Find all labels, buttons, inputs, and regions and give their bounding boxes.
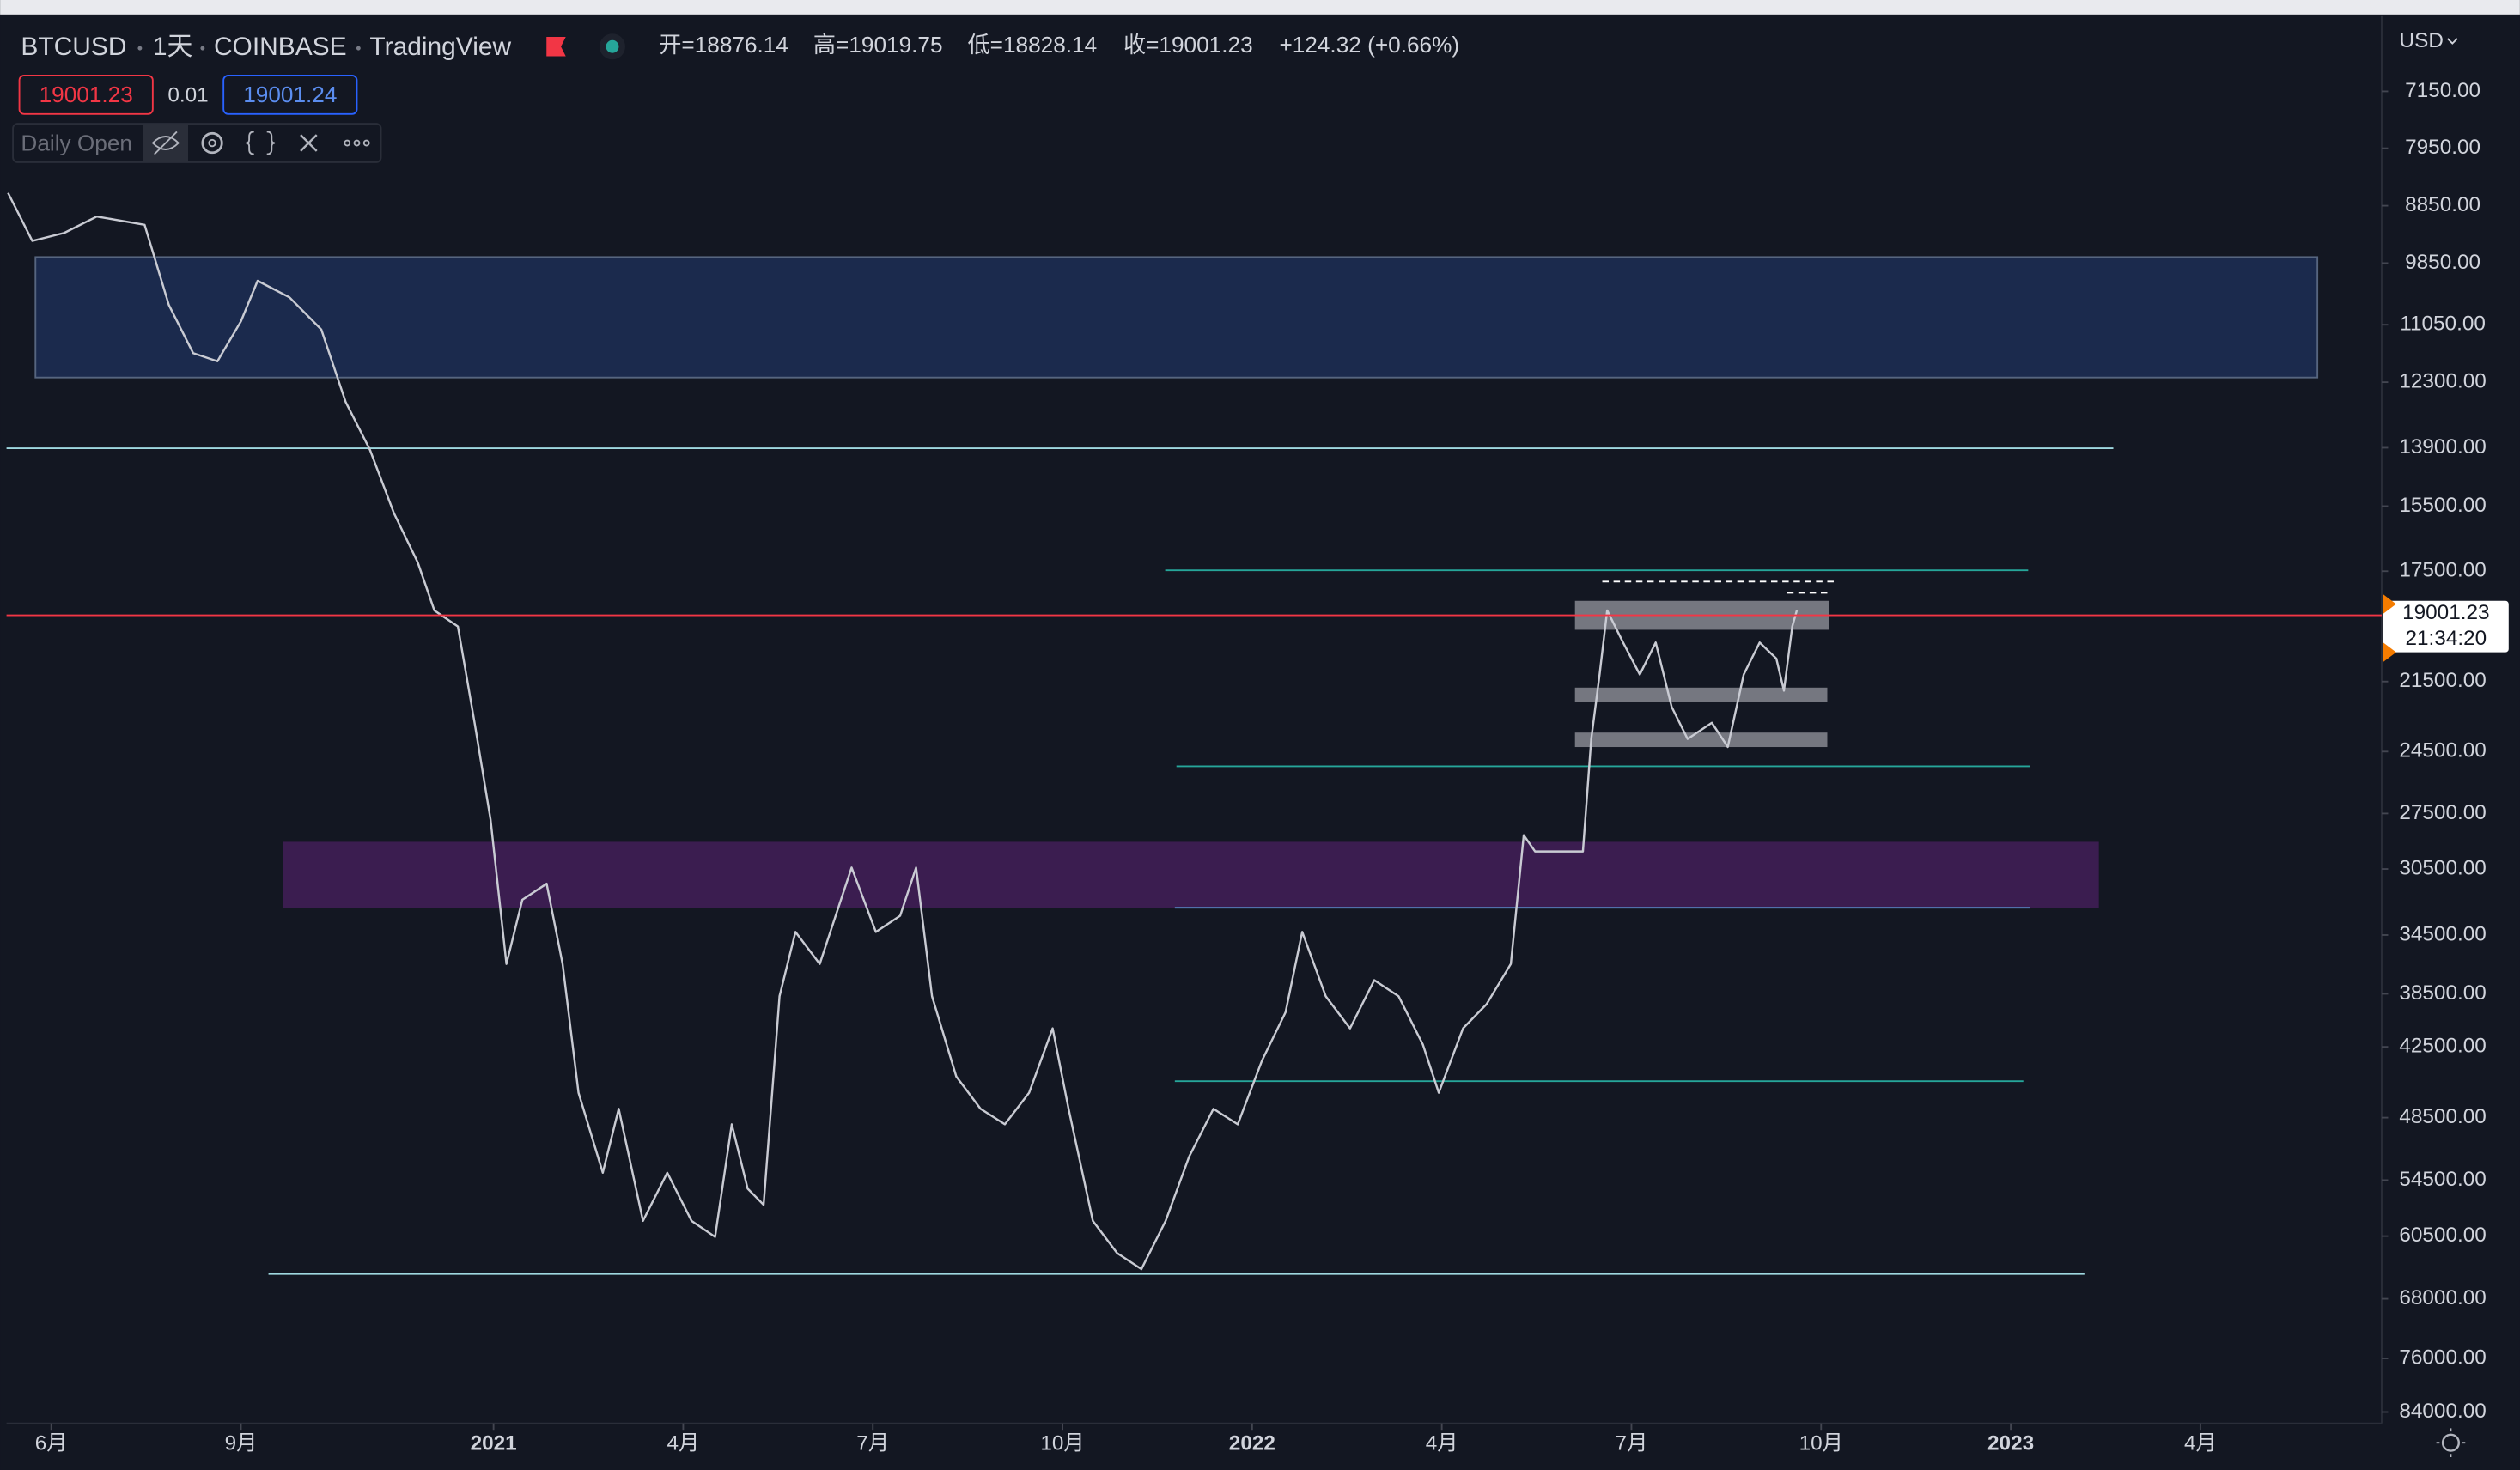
ohlc-high: 高=19019.75 <box>813 32 943 58</box>
y-tick-label: 42500.00 <box>2399 1035 2486 1058</box>
x-tick-label: 4月 <box>1426 1431 1458 1455</box>
separator <box>356 46 361 51</box>
buy-price: 19001.24 <box>243 82 337 107</box>
settings-icon[interactable] <box>201 131 223 155</box>
y-tick-label: 17500.00 <box>2399 559 2486 582</box>
x-tick-label: 7月 <box>856 1431 889 1455</box>
y-tick-label: 34500.00 <box>2399 922 2486 945</box>
separator <box>200 46 205 51</box>
price-label-box <box>2383 600 2509 653</box>
hide-icon <box>151 131 180 155</box>
plot <box>6 192 2382 1271</box>
y-tick-label: 7150.00 <box>2405 79 2480 102</box>
exchange: COINBASE <box>214 33 347 61</box>
ohlc-open: 开=18876.14 <box>659 32 788 58</box>
y-tick-label: 7950.00 <box>2405 136 2480 159</box>
x-tick-label: 7月 <box>1616 1431 1648 1455</box>
currency-chevron <box>2447 38 2458 45</box>
source: TradingView <box>369 33 511 61</box>
countdown: 21:34:20 <box>2406 627 2487 650</box>
y-tick-label: 21500.00 <box>2399 669 2486 692</box>
y-tick-label: 8850.00 <box>2405 193 2480 216</box>
x-tick-label: 9月 <box>225 1431 258 1455</box>
ohlc-low: 低=18828.14 <box>967 32 1097 58</box>
sell-button[interactable] <box>18 75 154 115</box>
price-label: 19001.23 21:34:20 <box>2383 594 2509 662</box>
y-tick-label: 60500.00 <box>2399 1224 2486 1247</box>
y-tick-label: 48500.00 <box>2399 1105 2486 1128</box>
ohlc-change: +124.32 (+0.66%) <box>1279 32 1459 58</box>
zone-rectangle <box>1574 732 1828 748</box>
y-tick-label: 30500.00 <box>2399 856 2486 879</box>
interval: 1天 <box>153 33 193 61</box>
y-tick-label: 24500.00 <box>2399 739 2486 762</box>
y-tick-label: 68000.00 <box>2399 1286 2486 1309</box>
marker <box>2383 594 2396 614</box>
y-tick-label: 27500.00 <box>2399 801 2486 824</box>
x-tick-label: 10月 <box>1040 1431 1084 1455</box>
status-dot <box>606 39 619 53</box>
top-strip <box>0 0 2520 15</box>
y-tick-label: 13900.00 <box>2399 435 2486 459</box>
indicator-name[interactable]: Daily Open <box>21 130 132 155</box>
flag-icon[interactable] <box>546 37 566 57</box>
settings-rays <box>2436 1428 2466 1458</box>
remove-icon[interactable] <box>300 134 318 152</box>
y-tick-label: 15500.00 <box>2399 494 2486 517</box>
y-tick-label: 84000.00 <box>2399 1400 2486 1423</box>
indicator-bar <box>12 123 382 163</box>
symbol: BTCUSD <box>21 33 126 61</box>
x-tick-label: 2021 <box>471 1431 517 1455</box>
zone-rectangle <box>34 256 2319 379</box>
y-tick-label: 76000.00 <box>2399 1345 2486 1369</box>
settings-icon-core <box>208 138 216 148</box>
y-tick-label: 11050.00 <box>2400 313 2486 336</box>
currency[interactable]: USD <box>2400 29 2444 52</box>
zone-rectangle <box>1574 687 1828 702</box>
x-tick-label: 4月 <box>2184 1431 2217 1455</box>
x-tick-label: 4月 <box>667 1431 700 1455</box>
y-tick-label: 54500.00 <box>2399 1168 2486 1191</box>
source-icon[interactable] <box>246 131 276 155</box>
spread: 0.01 <box>167 84 208 107</box>
x-tick-label: 6月 <box>35 1431 68 1455</box>
y-tick-label: 12300.00 <box>2399 370 2486 393</box>
sell-price: 19001.23 <box>40 82 133 107</box>
more-icon[interactable] <box>344 139 370 147</box>
y-tick-label: 9850.00 <box>2405 251 2480 274</box>
settings-icon[interactable] <box>2441 1433 2461 1452</box>
separator <box>137 46 143 51</box>
ohlc-close: 收=19001.23 <box>1123 32 1253 58</box>
x-tick-label: 2023 <box>1987 1431 2034 1455</box>
buy-button[interactable] <box>222 75 358 115</box>
y-tick-label: 38500.00 <box>2399 981 2486 1005</box>
price-label-text: 19001.23 <box>2402 601 2489 624</box>
zone-rectangle <box>283 841 2099 908</box>
price-line <box>7 192 1799 1271</box>
x-tick-label: 2022 <box>1229 1431 1275 1455</box>
x-tick-label: 10月 <box>1799 1431 1843 1455</box>
marker <box>2383 642 2396 662</box>
